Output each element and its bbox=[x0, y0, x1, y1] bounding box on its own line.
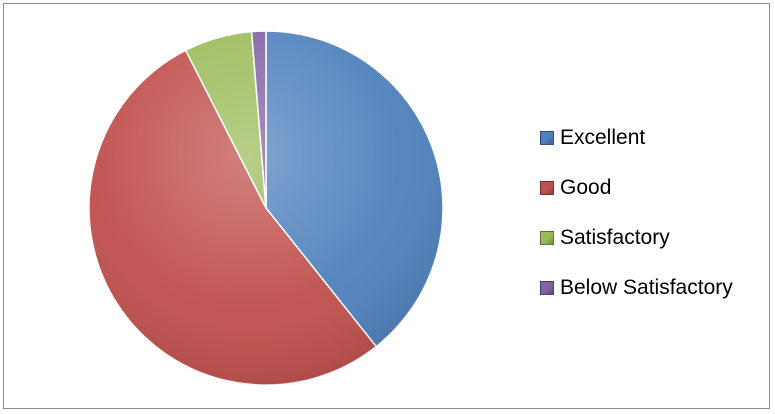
legend-item-excellent: Excellent bbox=[540, 125, 733, 150]
legend-label-below-satisfactory: Below Satisfactory bbox=[560, 275, 733, 299]
legend: Excellent Good Satisfactory Below Satisf… bbox=[540, 125, 733, 325]
legend-label-excellent: Excellent bbox=[560, 125, 646, 149]
chart-area: Excellent Good Satisfactory Below Satisf… bbox=[3, 3, 770, 409]
legend-item-good: Good bbox=[540, 175, 733, 200]
legend-swatch-satisfactory bbox=[540, 230, 554, 245]
legend-item-below-satisfactory: Below Satisfactory bbox=[540, 275, 733, 300]
legend-swatch-below-satisfactory bbox=[540, 280, 554, 295]
legend-swatch-good bbox=[540, 180, 554, 195]
legend-item-satisfactory: Satisfactory bbox=[540, 225, 733, 250]
legend-swatch-excellent bbox=[540, 130, 554, 145]
legend-label-good: Good bbox=[560, 175, 612, 199]
legend-label-satisfactory: Satisfactory bbox=[560, 225, 670, 249]
